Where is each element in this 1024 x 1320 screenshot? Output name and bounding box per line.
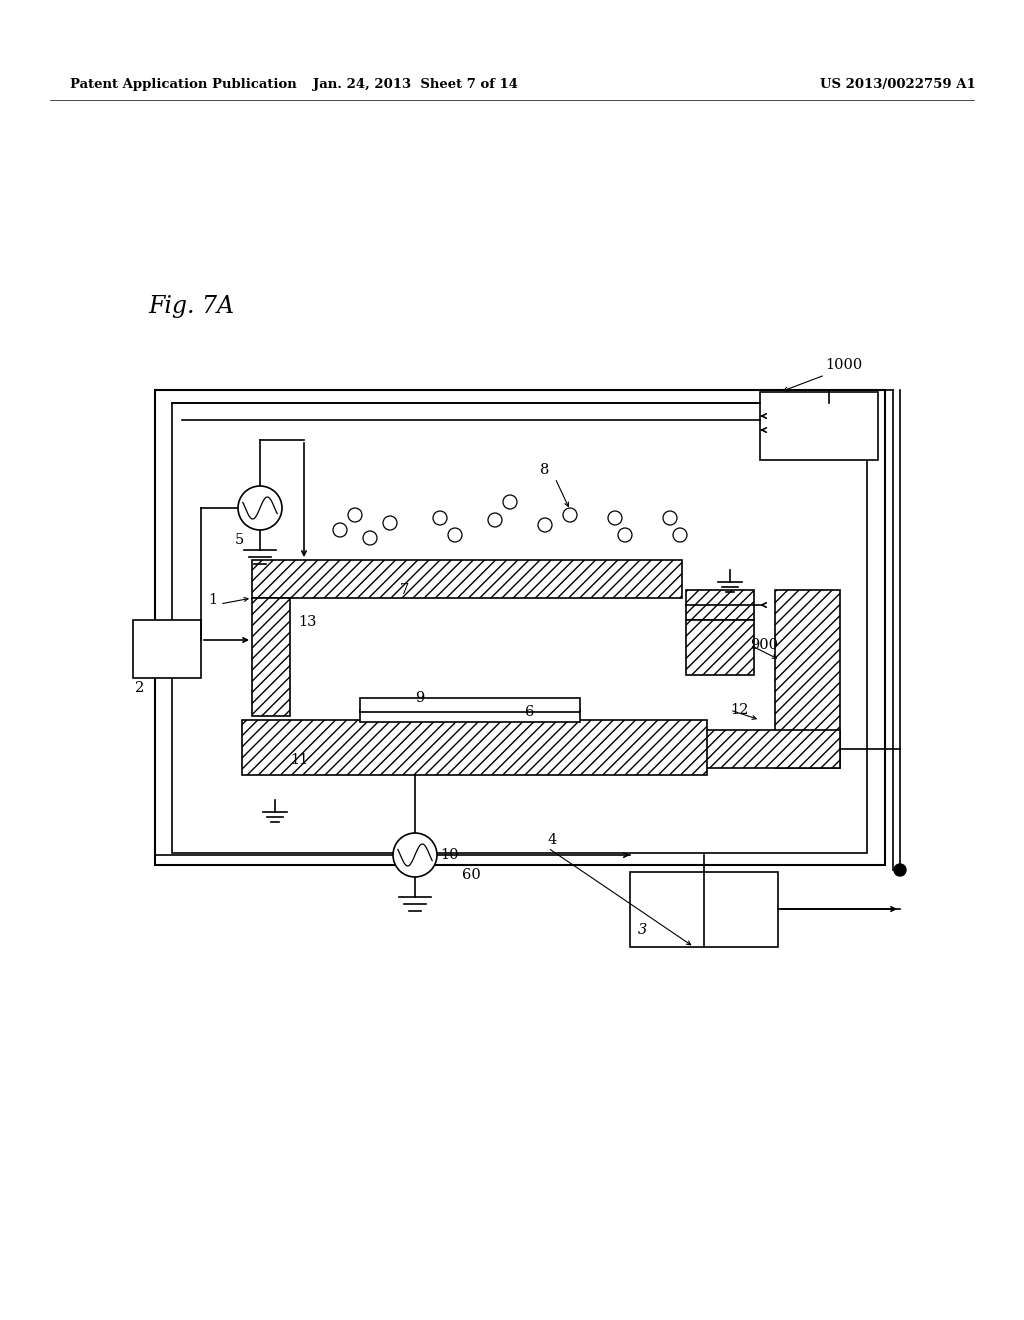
Bar [760,392,878,459]
Text: US 2013/0022759 A1: US 2013/0022759 A1 [820,78,976,91]
Text: 60: 60 [462,869,480,882]
Text: 900: 900 [750,638,778,652]
Text: 1: 1 [208,593,217,607]
Text: 12: 12 [730,704,749,717]
Bar [155,389,885,865]
Text: Patent Application Publication: Patent Application Publication [70,78,297,91]
Text: 4: 4 [548,833,557,847]
Text: 9: 9 [415,690,424,705]
Text: 10: 10 [440,847,459,862]
Bar [172,403,867,853]
Bar [360,710,580,722]
Circle shape [393,833,437,876]
Bar [252,598,290,715]
Bar [252,560,682,598]
Text: 3: 3 [638,923,647,937]
Text: Jan. 24, 2013  Sheet 7 of 14: Jan. 24, 2013 Sheet 7 of 14 [312,78,517,91]
Bar [630,873,778,946]
Bar [360,698,580,711]
Bar [686,620,754,675]
Bar [133,620,201,678]
Circle shape [894,865,906,876]
Circle shape [238,486,282,531]
Text: 8: 8 [540,463,549,477]
Text: 11: 11 [290,752,308,767]
Bar [242,719,707,775]
Text: 5: 5 [234,533,245,546]
Text: 2: 2 [135,681,144,696]
Text: 7: 7 [400,583,410,597]
Bar [686,590,754,620]
Text: 1000: 1000 [825,358,862,372]
Text: 13: 13 [298,615,316,630]
Text: 6: 6 [525,705,535,719]
Bar [775,590,840,768]
Bar [686,730,840,768]
Text: Fig. 7A: Fig. 7A [148,294,234,318]
